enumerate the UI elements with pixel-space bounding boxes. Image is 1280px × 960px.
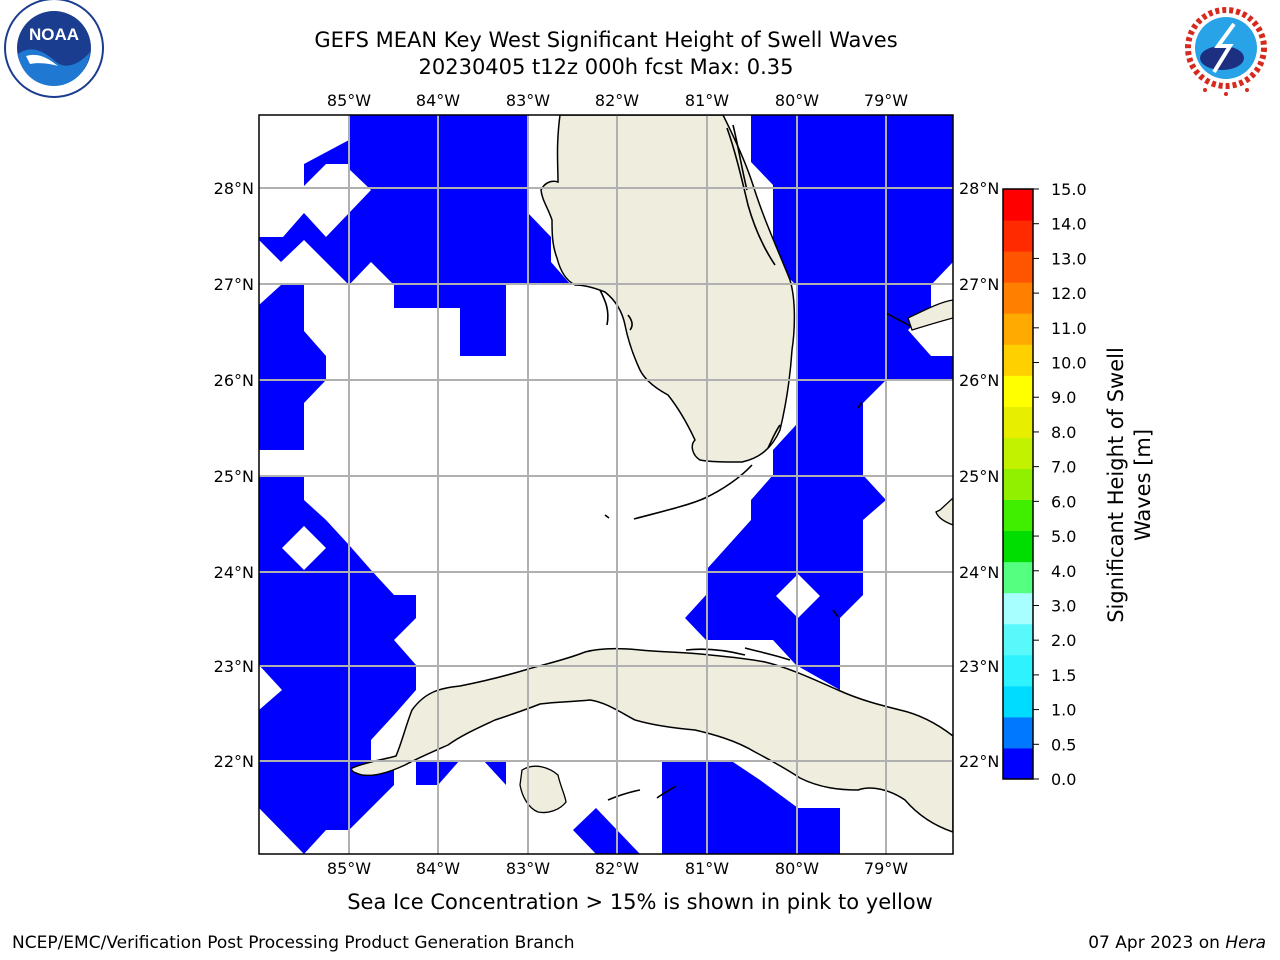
colorbar-label-line1: Significant Height of Swell <box>1104 347 1128 623</box>
map-plot-area <box>259 115 953 854</box>
colorbar-swatch <box>1003 685 1033 718</box>
colorbar-swatch <box>1003 747 1033 780</box>
colorbar-tick-label: 10.0 <box>1051 354 1087 373</box>
colorbar-swatch <box>1003 313 1033 345</box>
colorbar-tick-label: 2.0 <box>1051 631 1076 650</box>
lat-label-right: 26°N <box>959 371 999 390</box>
lon-label-top: 85°W <box>327 91 371 110</box>
map-title: GEFS MEAN Key West Significant Height of… <box>314 28 898 52</box>
colorbar-tick-label: 0.5 <box>1051 735 1076 754</box>
lon-label-top: 81°W <box>685 91 729 110</box>
colorbar-swatch <box>1003 251 1033 283</box>
florida-land <box>540 115 796 463</box>
colorbar-swatch <box>1003 406 1033 438</box>
colorbar-tick-label: 0.0 <box>1051 770 1076 789</box>
lon-label-top: 79°W <box>864 91 908 110</box>
lon-label-bottom: 83°W <box>506 859 550 878</box>
lon-label-bottom: 81°W <box>685 859 729 878</box>
colorbar-tick-label: 7.0 <box>1051 458 1076 477</box>
colorbar-tick-label: 11.0 <box>1051 319 1087 338</box>
lat-label-left: 23°N <box>214 657 254 676</box>
colorbar-swatch <box>1003 530 1033 563</box>
lon-label-top: 83°W <box>506 91 550 110</box>
footer-credit: NCEP/EMC/Verification Post Processing Pr… <box>12 933 575 953</box>
colorbar-tick-label: 13.0 <box>1051 249 1087 268</box>
sea-ice-note: Sea Ice Concentration > 15% is shown in … <box>347 890 933 914</box>
lon-label-bottom: 80°W <box>775 859 819 878</box>
lat-label-right: 23°N <box>959 657 999 676</box>
colorbar-tick-label: 3.0 <box>1051 596 1076 615</box>
colorbar-frame <box>1002 188 1034 780</box>
lat-label-left: 24°N <box>214 563 254 582</box>
colorbar-tick-label: 9.0 <box>1051 388 1076 407</box>
colorbar-tick-label: 8.0 <box>1051 423 1076 442</box>
colorbar: 0.0 0.5 1.0 1.5 2.0 3.0 4.0 5.0 6.0 7.0 8.0 9.0 10.0… <box>1002 180 1087 789</box>
colorbar-swatch <box>1003 561 1033 594</box>
map-gridlines <box>259 115 953 854</box>
colorbar-swatch <box>1003 499 1033 532</box>
footer-date: 07 Apr 2023 on Hera <box>1088 933 1266 953</box>
noaa-logo: NOAA <box>4 0 104 98</box>
lon-label-top: 82°W <box>595 91 639 110</box>
map-subtitle: 20230405 t12z 000h fcst Max: 0.35 <box>418 55 794 79</box>
lat-label-right: 28°N <box>959 179 999 198</box>
colorbar-tick-label: 12.0 <box>1051 284 1087 303</box>
lon-label-top: 84°W <box>416 91 460 110</box>
map-frame <box>258 114 954 855</box>
lat-label-right: 24°N <box>959 563 999 582</box>
lat-label-left: 25°N <box>214 467 254 486</box>
lon-label-bottom: 85°W <box>327 859 371 878</box>
colorbar-tick-label: 1.5 <box>1051 666 1076 685</box>
colorbar-swatch <box>1003 468 1033 501</box>
colorbar-label-line2: Waves [m] <box>1131 429 1155 541</box>
colorbar-tick-label: 15.0 <box>1051 180 1087 199</box>
colorbar-swatch <box>1003 375 1033 407</box>
nws-logo <box>1178 0 1274 96</box>
colorbar-swatch <box>1003 220 1033 252</box>
colorbar-swatch <box>1003 654 1033 687</box>
lat-label-right: 22°N <box>959 752 999 771</box>
colorbar-tick-label: 5.0 <box>1051 527 1076 546</box>
lat-label-left: 22°N <box>214 752 254 771</box>
colorbar-tick-label: 6.0 <box>1051 492 1076 511</box>
footer-date-text: 07 Apr 2023 on <box>1088 933 1226 953</box>
colorbar-swatch <box>1003 189 1033 221</box>
colorbar-swatch <box>1003 344 1033 376</box>
lat-label-right: 27°N <box>959 275 999 294</box>
lat-label-left: 28°N <box>214 179 254 198</box>
lat-label-left: 27°N <box>214 275 254 294</box>
footer-host: Hera <box>1225 933 1266 953</box>
lon-label-top: 80°W <box>775 91 819 110</box>
lon-label-bottom: 79°W <box>864 859 908 878</box>
colorbar-tick-label: 1.0 <box>1051 701 1076 720</box>
cuba-land <box>350 647 953 833</box>
lon-label-bottom: 82°W <box>595 859 639 878</box>
colorbar-tick-label: 14.0 <box>1051 215 1087 234</box>
lat-label-left: 26°N <box>214 371 254 390</box>
lon-label-bottom: 84°W <box>416 859 460 878</box>
colorbar-swatch <box>1003 437 1033 469</box>
colorbar-swatch <box>1003 623 1033 656</box>
noaa-logo-text: NOAA <box>29 25 79 44</box>
colorbar-tick-label: 4.0 <box>1051 562 1076 581</box>
colorbar-swatch <box>1003 592 1033 625</box>
colorbar-swatch <box>1003 282 1033 314</box>
lat-label-right: 25°N <box>959 467 999 486</box>
colorbar-swatch <box>1003 716 1033 749</box>
